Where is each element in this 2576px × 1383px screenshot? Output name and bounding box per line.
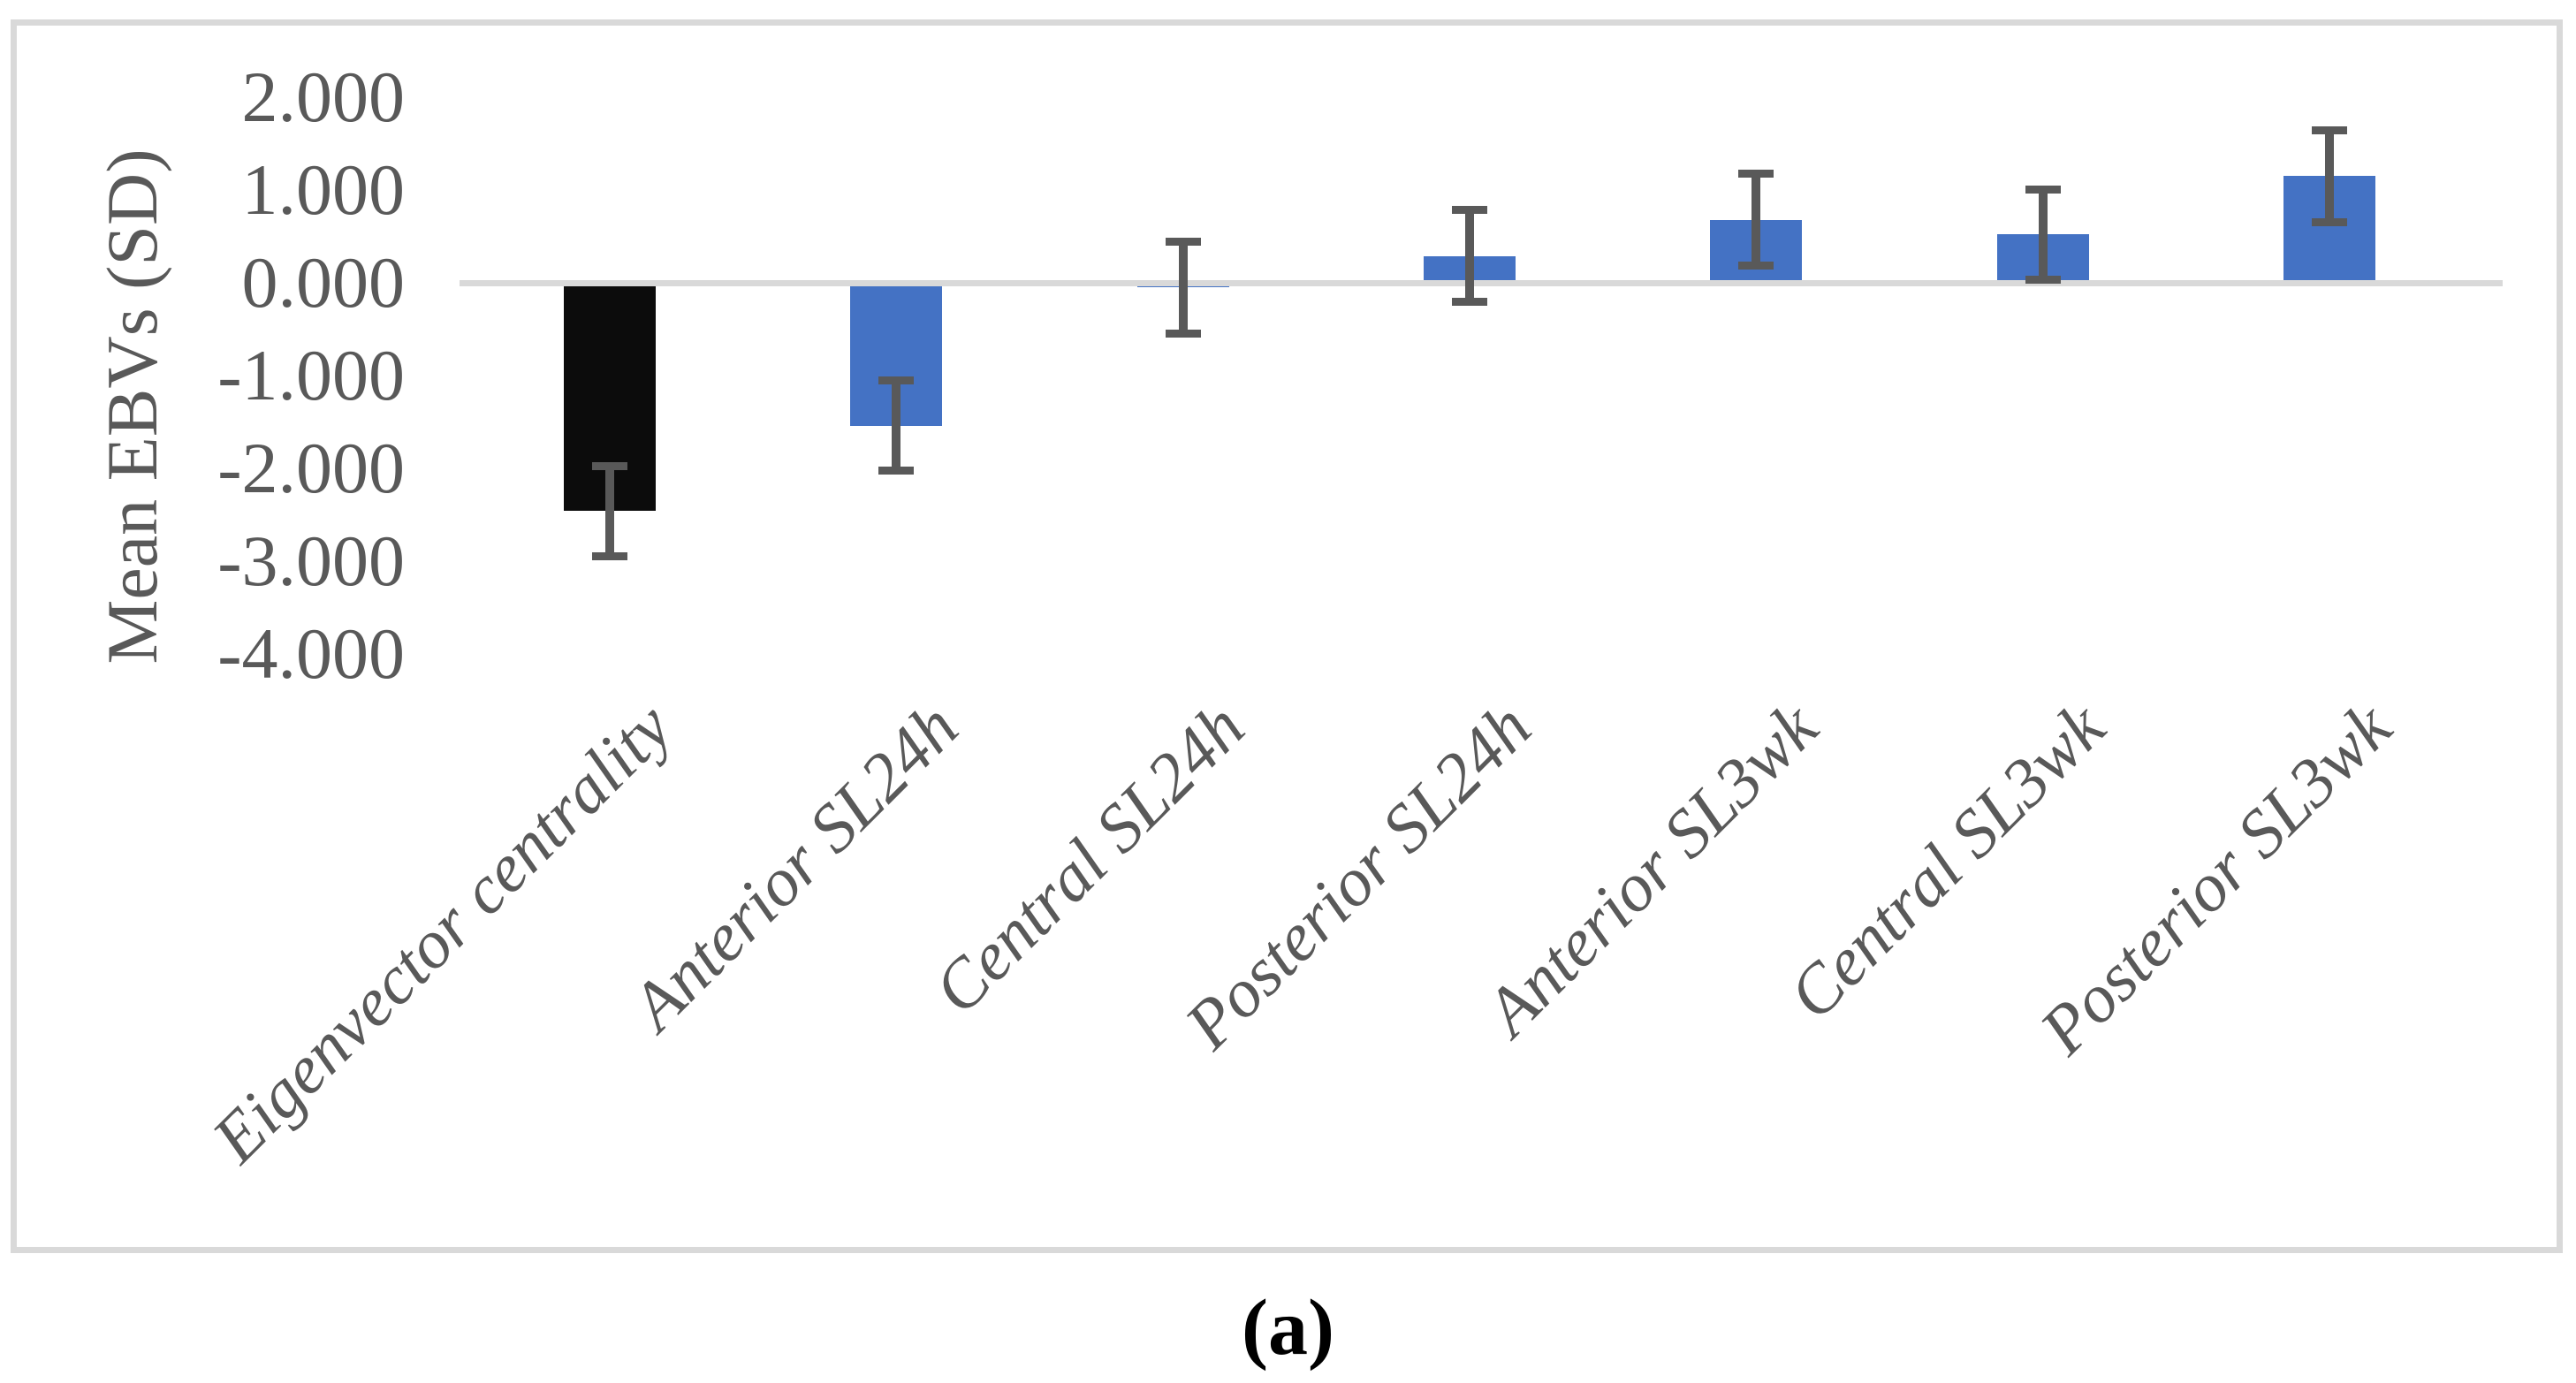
error-bar-cap-bottom [1738,262,1774,270]
error-bar-cap-bottom [1451,298,1487,307]
error-bar-cap-bottom [592,551,627,560]
y-tick-label: 2.000 [241,57,406,137]
error-bar-cap-bottom [2311,217,2347,226]
error-bar-cap-top [878,376,915,385]
y-tick-label: 1.000 [241,149,406,230]
y-tick-label: -4.000 [217,613,405,694]
error-bar-line [2324,129,2334,223]
zero-gridline [460,279,2503,286]
error-bar-cap-bottom [1165,329,1201,338]
y-tick-label: -1.000 [217,335,405,415]
error-bar-line [1752,173,1761,267]
error-bar-line [892,380,901,472]
error-bar-cap-top [2311,125,2347,134]
error-bar-line [1178,240,1188,334]
error-bar-cap-top [1451,206,1487,215]
error-bar-line [1464,209,1474,303]
error-bar-cap-bottom [878,467,915,475]
x-axis-label: Eigenvector centrality [196,688,686,1177]
y-tick-label: -3.000 [217,521,405,601]
error-bar-cap-top [1738,170,1774,179]
error-bar-cap-top [2025,185,2061,194]
error-bar-cap-top [592,461,627,470]
y-tick-label: 0.000 [241,242,406,323]
error-bar-cap-top [1165,237,1201,246]
chart-panel [11,19,2563,1253]
error-bar-cap-bottom [2025,275,2061,284]
error-bar-line [2038,188,2048,280]
y-tick-label: -2.000 [217,428,405,508]
figure-caption: (a) [1242,1284,1334,1372]
error-bar-line [605,465,614,557]
